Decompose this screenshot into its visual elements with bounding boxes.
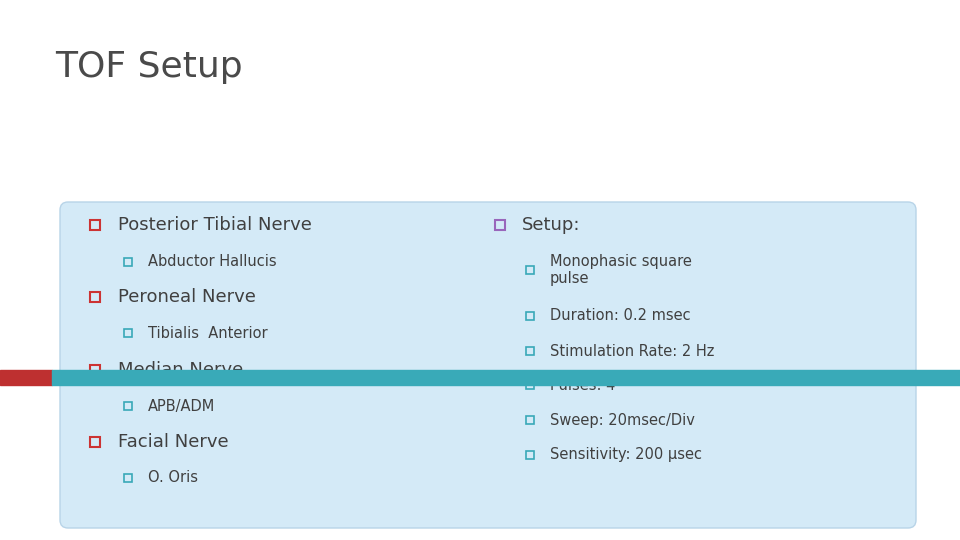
Text: Posterior Tibial Nerve: Posterior Tibial Nerve (118, 216, 312, 234)
Text: Duration: 0.2 msec: Duration: 0.2 msec (550, 308, 690, 323)
Bar (495, 220, 505, 230)
Text: Monophasic square
pulse: Monophasic square pulse (550, 254, 692, 286)
Bar (526, 451, 534, 459)
Bar (90, 365, 100, 375)
Text: Abductor Hallucis: Abductor Hallucis (148, 254, 276, 269)
Bar (526, 312, 534, 320)
FancyBboxPatch shape (60, 202, 916, 528)
Bar (124, 329, 132, 337)
Text: O. Oris: O. Oris (148, 470, 198, 485)
Bar (526, 347, 534, 355)
Bar (124, 258, 132, 266)
Text: Setup:: Setup: (522, 216, 581, 234)
Bar (526, 381, 534, 389)
Text: Facial Nerve: Facial Nerve (118, 433, 228, 451)
Bar (124, 402, 132, 410)
Text: Stimulation Rate: 2 Hz: Stimulation Rate: 2 Hz (550, 343, 714, 359)
Bar (124, 474, 132, 482)
Bar (90, 220, 100, 230)
Bar (90, 437, 100, 447)
Bar (0, 370, 52, 385)
Text: Pulses: 4: Pulses: 4 (550, 377, 615, 393)
Text: TOF Setup: TOF Setup (55, 50, 243, 84)
Text: APB/ADM: APB/ADM (148, 399, 215, 414)
Bar (52, 370, 960, 385)
Bar (526, 266, 534, 274)
Bar (526, 416, 534, 424)
Text: Tibialis  Anterior: Tibialis Anterior (148, 326, 268, 341)
Text: Sensitivity: 200 μsec: Sensitivity: 200 μsec (550, 448, 702, 462)
Text: Peroneal Nerve: Peroneal Nerve (118, 288, 256, 306)
Bar (90, 292, 100, 302)
Text: Sweep: 20msec/Div: Sweep: 20msec/Div (550, 413, 695, 428)
Text: Median Nerve: Median Nerve (118, 361, 243, 379)
